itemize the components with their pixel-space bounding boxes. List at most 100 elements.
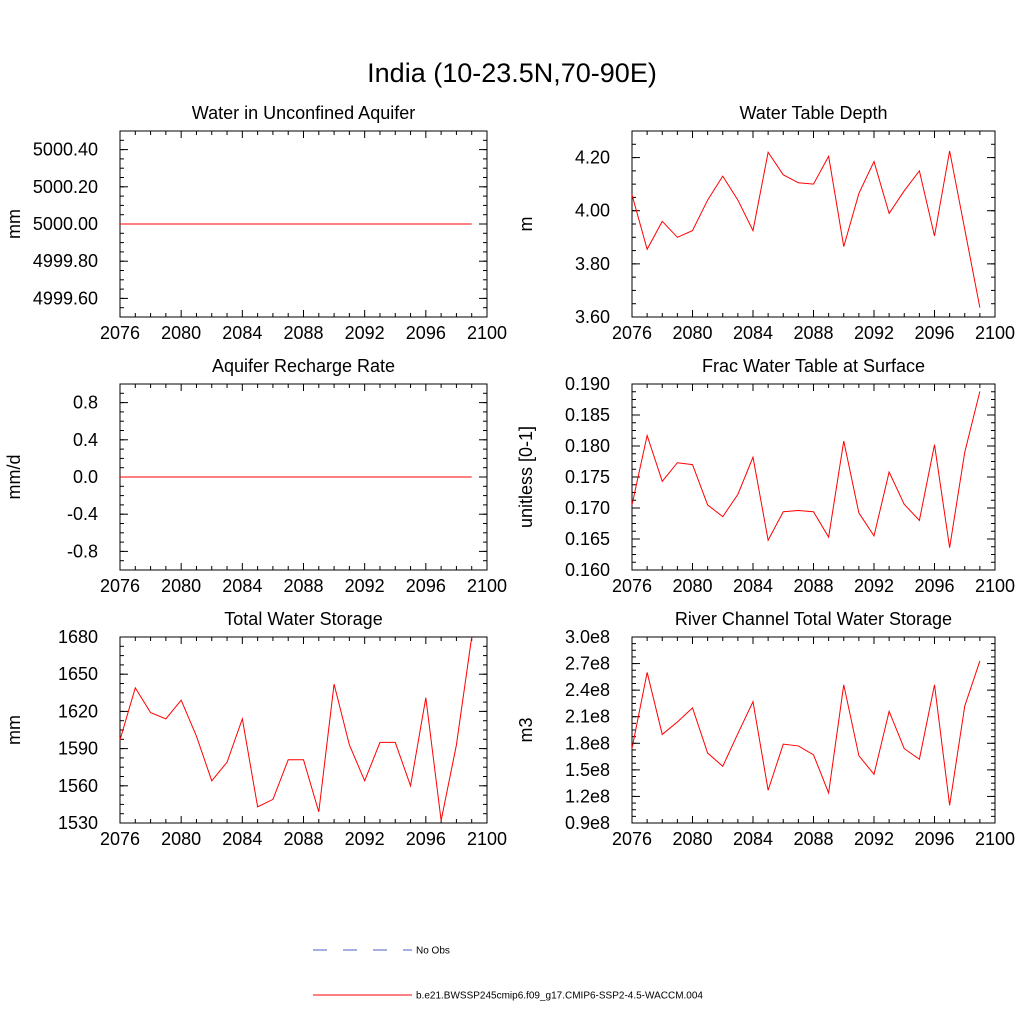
x-tick-label: 2100 [467,323,507,343]
x-tick-label: 2088 [283,323,323,343]
x-tick-label: 2092 [345,576,385,596]
y-tick-label: 5000.00 [33,214,98,234]
y-tick-label: 4.00 [575,201,610,221]
y-tick-label: 1560 [58,776,98,796]
panel-1: Water in Unconfined Aquifer mm 2076 2080 208… [4,103,507,343]
x-tick-label: 2096 [914,576,954,596]
panel-title: Water in Unconfined Aquifer [192,103,415,123]
series-line [631,391,981,548]
y-tick-label: 1.2e8 [565,786,610,806]
x-tick-label: 2096 [914,829,954,849]
y-tick-label: 1680 [58,627,98,647]
y-tick-label: -0.4 [67,504,98,524]
figure-title: India (10-23.5N,70-90E) [367,58,657,88]
y-tick-label: 0.185 [565,405,610,425]
panel-3: Aquifer Recharge Rate mm/d 2076 2080 2084 208… [4,356,507,596]
y-axis-label: mm [4,715,24,745]
plot-frame [631,383,996,571]
x-tick-label: 2076 [612,323,652,343]
legend-model-label: b.e21.BWSSP245cmip6.f09_g17.CMIP6-SSP2-4… [416,991,703,1002]
y-tick-label: 1590 [58,739,98,759]
x-tick-label: 2084 [222,829,262,849]
y-tick-label: 1620 [58,701,98,721]
y-tick-label: 0.180 [565,436,610,456]
y-tick-label: 0.170 [565,498,610,518]
panel-title: Total Water Storage [224,609,382,629]
x-tick-label: 2088 [793,323,833,343]
x-tick-label: 2096 [406,829,446,849]
x-tick-label: 2080 [672,829,712,849]
panel-title: Frac Water Table at Surface [702,356,925,376]
x-tick-label: 2088 [793,829,833,849]
x-tick-label: 2084 [733,829,773,849]
panel-6: River Channel Total Water Storage m3 2076 2… [516,609,1015,849]
panel-title: River Channel Total Water Storage [675,609,952,629]
y-tick-label: 0.8 [73,393,98,413]
y-tick-label: 4999.80 [33,251,98,271]
y-tick-label: -0.8 [67,541,98,561]
legend-obs-label: No Obs [416,946,450,957]
x-tick-label: 2076 [100,323,140,343]
x-tick-label: 2100 [467,829,507,849]
y-tick-label: 1650 [58,664,98,684]
y-tick-label: 1530 [58,813,98,833]
x-tick-label: 2100 [975,576,1015,596]
x-tick-label: 2088 [283,829,323,849]
y-tick-label: 0.0 [73,467,98,487]
y-axis-label: m [516,217,536,232]
x-tick-label: 2092 [854,829,894,849]
y-tick-label: 5000.20 [33,177,98,197]
legend: No Obs b.e21.BWSSP245cmip6.f09_g17.CMIP6… [313,946,703,1002]
x-tick-label: 2096 [914,323,954,343]
x-tick-label: 2100 [975,829,1015,849]
x-tick-label: 2088 [283,576,323,596]
x-tick-label: 2092 [345,323,385,343]
x-tick-label: 2080 [161,323,201,343]
x-tick-label: 2092 [345,829,385,849]
y-tick-label: 0.9e8 [565,813,610,833]
y-tick-label: 2.7e8 [565,654,610,674]
x-tick-label: 2076 [612,829,652,849]
y-axis-label: mm [4,209,24,239]
series-line [119,636,473,821]
y-tick-label: 0.4 [73,430,98,450]
y-axis-label: unitless [0-1] [516,426,536,528]
y-tick-label: 2.1e8 [565,707,610,727]
x-tick-label: 2100 [975,323,1015,343]
plot-frame [631,130,996,318]
x-tick-label: 2076 [612,576,652,596]
x-tick-label: 2092 [854,323,894,343]
y-tick-label: 3.80 [575,254,610,274]
panel-title: Aquifer Recharge Rate [212,356,395,376]
x-tick-label: 2096 [406,576,446,596]
y-tick-label: 1.8e8 [565,733,610,753]
x-tick-label: 2080 [161,829,201,849]
series-line [631,660,981,806]
x-tick-label: 2100 [467,576,507,596]
y-tick-label: 0.165 [565,529,610,549]
y-tick-label: 2.4e8 [565,680,610,700]
panel-title: Water Table Depth [739,103,887,123]
plot-frame [119,636,488,824]
series-line [631,150,981,308]
y-axis-label: m3 [516,717,536,742]
panels: Water in Unconfined Aquifer mm 2076 2080 208… [4,103,1015,849]
x-tick-label: 2092 [854,576,894,596]
x-tick-label: 2084 [733,323,773,343]
y-tick-label: 0.190 [565,374,610,394]
x-tick-label: 2088 [793,576,833,596]
panel-4: Frac Water Table at Surface unitless [0-1… [516,356,1015,596]
y-tick-label: 4999.60 [33,288,98,308]
x-tick-label: 2080 [672,323,712,343]
x-tick-label: 2076 [100,576,140,596]
x-tick-label: 2080 [161,576,201,596]
y-tick-label: 1.5e8 [565,760,610,780]
panel-5: Total Water Storage mm 2076 2080 2084 2088 209… [4,609,507,849]
x-tick-label: 2076 [100,829,140,849]
y-tick-label: 4.20 [575,148,610,168]
y-tick-label: 0.160 [565,560,610,580]
x-tick-label: 2084 [222,576,262,596]
y-tick-label: 3.0e8 [565,627,610,647]
x-tick-label: 2096 [406,323,446,343]
